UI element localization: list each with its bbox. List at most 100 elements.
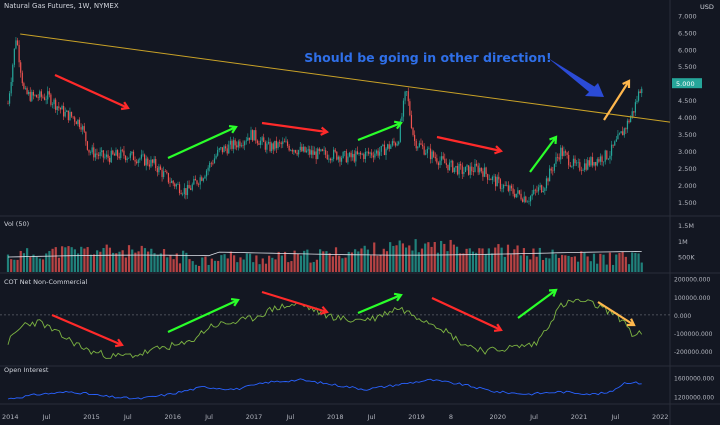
candle-body — [344, 151, 346, 153]
candle-body — [31, 91, 33, 101]
volume-bar — [175, 253, 178, 272]
candle-body — [178, 184, 181, 194]
candle-body — [328, 158, 330, 160]
candle-body — [321, 149, 324, 151]
price-tick-label: 3.000 — [678, 148, 697, 156]
candle-body — [490, 179, 492, 181]
candle-body — [66, 110, 68, 112]
candle-body — [495, 176, 497, 187]
candle-body — [75, 121, 77, 125]
candle-body — [617, 134, 619, 140]
volume-bar — [197, 265, 201, 272]
volume-bar — [57, 257, 61, 272]
volume-bar — [497, 244, 500, 272]
volume-bar — [213, 260, 217, 272]
open-interest-pane[interactable]: Open Interest — [4, 366, 642, 400]
candle-body — [13, 48, 15, 65]
candle-body — [525, 196, 527, 203]
candle-body — [412, 127, 414, 135]
red-arrow — [261, 290, 328, 314]
candle-body — [80, 127, 82, 130]
volume-bar — [561, 254, 564, 272]
candle-body — [429, 148, 432, 160]
volume-bar — [440, 240, 443, 272]
candle-body — [82, 126, 84, 130]
candle-body — [299, 146, 301, 151]
candle-body — [282, 141, 284, 145]
cot-pane[interactable]: COT Net Non-Commercial — [0, 278, 670, 359]
price-pane[interactable] — [7, 33, 671, 207]
volume-pane[interactable]: Vol (50) — [4, 220, 643, 272]
candle-body — [369, 152, 371, 154]
volume-bar — [535, 256, 538, 272]
volume-bar — [16, 259, 19, 272]
candle-body — [379, 151, 381, 156]
candle-body — [150, 159, 152, 167]
candle-body — [421, 144, 424, 147]
candle-body — [352, 153, 354, 158]
candle-body — [182, 194, 184, 195]
candle-body — [533, 189, 535, 194]
candle-body — [480, 167, 482, 172]
candle-body — [315, 151, 317, 160]
candle-body — [537, 187, 540, 192]
candle-body — [56, 106, 58, 110]
candle-body — [612, 144, 614, 146]
candle-body — [460, 164, 462, 166]
candle-body — [183, 188, 185, 195]
volume-bar — [45, 253, 48, 272]
candle-body — [107, 154, 109, 158]
volume-bar — [233, 255, 236, 272]
volume-bar — [494, 247, 497, 272]
volume-bar — [557, 257, 561, 272]
volume-bar — [22, 253, 26, 272]
volume-bar — [513, 249, 516, 272]
candle-body — [15, 40, 17, 49]
candle-body — [283, 141, 285, 143]
candle-body — [468, 165, 470, 175]
candle-body — [466, 165, 468, 167]
candle-body — [428, 148, 430, 150]
candle-body — [409, 101, 411, 116]
candle-body — [576, 162, 578, 164]
candle-body — [239, 141, 241, 147]
candle-body — [264, 142, 266, 150]
volume-bar — [599, 253, 602, 272]
volume-bar — [242, 259, 245, 272]
candle-body — [588, 160, 590, 166]
candle-body — [175, 184, 177, 187]
price-tick-label: 2.000 — [678, 182, 697, 190]
candle-body — [587, 160, 589, 170]
candle-body — [477, 165, 479, 173]
candle-body — [566, 152, 568, 155]
candle-body — [598, 159, 600, 162]
last-price-label: 5.000 — [676, 80, 695, 88]
candle-body — [377, 150, 379, 156]
volume-bar — [191, 261, 194, 272]
volume-bar — [354, 249, 357, 272]
candle-body — [404, 91, 406, 101]
candle-body — [526, 201, 528, 203]
volume-bar — [19, 250, 22, 272]
volume-bar — [366, 249, 369, 272]
volume-bar — [70, 247, 73, 272]
candle-body — [483, 167, 486, 177]
volume-bar — [118, 251, 121, 272]
volume-bar — [404, 247, 408, 272]
candle-body — [309, 149, 311, 155]
candle-body — [558, 157, 560, 160]
candle-body — [266, 143, 268, 150]
candle-body — [552, 170, 554, 172]
candle-body — [448, 162, 451, 171]
candle-body — [482, 171, 484, 177]
volume-bar — [51, 248, 54, 272]
candle-body — [140, 154, 143, 159]
candle-body — [350, 152, 352, 158]
candle-body — [504, 185, 506, 186]
candle-body — [126, 158, 128, 161]
volume-bar — [615, 254, 618, 272]
candle-body — [498, 176, 500, 180]
candle-body — [396, 144, 398, 146]
volume-bar — [541, 259, 545, 272]
